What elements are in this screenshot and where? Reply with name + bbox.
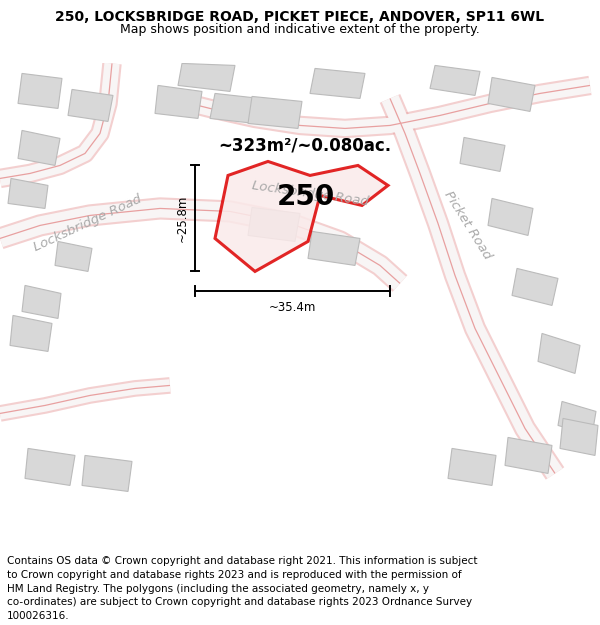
Polygon shape	[538, 334, 580, 373]
Text: Picket Road: Picket Road	[442, 189, 494, 262]
Polygon shape	[448, 448, 496, 486]
Text: Locksbridge Road: Locksbridge Road	[32, 192, 144, 254]
Text: Contains OS data © Crown copyright and database right 2021. This information is : Contains OS data © Crown copyright and d…	[7, 556, 478, 621]
Text: ~35.4m: ~35.4m	[269, 301, 316, 314]
Polygon shape	[82, 456, 132, 491]
Text: Map shows position and indicative extent of the property.: Map shows position and indicative extent…	[120, 22, 480, 36]
Polygon shape	[560, 419, 598, 456]
Polygon shape	[68, 89, 113, 121]
Polygon shape	[460, 138, 505, 171]
Polygon shape	[308, 231, 360, 266]
Polygon shape	[310, 68, 365, 98]
Polygon shape	[488, 199, 533, 236]
Text: 250: 250	[277, 182, 335, 211]
Polygon shape	[558, 401, 596, 436]
Polygon shape	[505, 438, 552, 474]
Polygon shape	[215, 161, 388, 271]
Polygon shape	[430, 66, 480, 96]
Text: 250, LOCKSBRIDGE ROAD, PICKET PIECE, ANDOVER, SP11 6WL: 250, LOCKSBRIDGE ROAD, PICKET PIECE, AND…	[55, 10, 545, 24]
Polygon shape	[248, 96, 302, 129]
Polygon shape	[512, 269, 558, 306]
Polygon shape	[178, 63, 235, 91]
Polygon shape	[210, 93, 260, 124]
Polygon shape	[18, 73, 62, 109]
Polygon shape	[488, 78, 535, 111]
Text: ~323m²/~0.080ac.: ~323m²/~0.080ac.	[218, 136, 392, 154]
Polygon shape	[8, 179, 48, 209]
Polygon shape	[18, 131, 60, 166]
Polygon shape	[55, 241, 92, 271]
Text: Locksbridge Road: Locksbridge Road	[251, 179, 369, 208]
Polygon shape	[155, 86, 202, 119]
Polygon shape	[248, 208, 300, 241]
Text: ~25.8m: ~25.8m	[176, 195, 189, 242]
Polygon shape	[10, 316, 52, 351]
Polygon shape	[22, 286, 61, 318]
Polygon shape	[25, 448, 75, 486]
